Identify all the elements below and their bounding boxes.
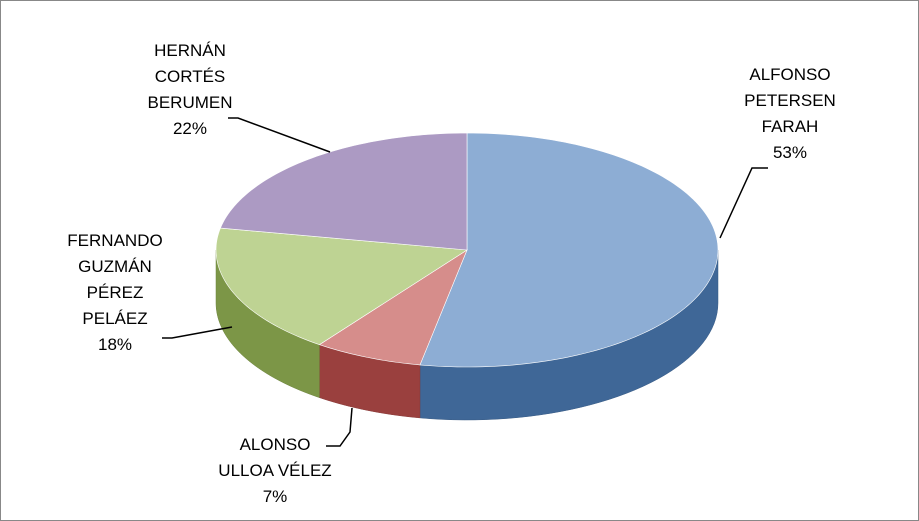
leader-line — [326, 407, 353, 447]
label-category: FERNANDO GUZMÁN PÉREZ PELÁEZ — [67, 231, 163, 328]
label-category: ALONSO ULLOA VÉLEZ — [218, 435, 332, 480]
label-category: ALFONSO PETERSEN FARAH — [744, 65, 836, 136]
data-label: FERNANDO GUZMÁN PÉREZ PELÁEZ 18% — [67, 228, 162, 358]
leader-line — [162, 326, 233, 339]
label-value: 7% — [262, 487, 288, 506]
label-value: 53% — [772, 143, 808, 162]
leaders — [162, 117, 768, 447]
label-value: 18% — [97, 335, 133, 354]
slice — [318, 249, 468, 366]
leader-line — [228, 117, 331, 153]
tops — [215, 132, 719, 368]
data-label: ALONSO ULLOA VÉLEZ 7% — [218, 432, 331, 510]
data-label: HERNÁN CORTÉS BERUMEN 22% — [147, 38, 232, 142]
slice — [419, 132, 719, 368]
leader-line — [719, 167, 768, 239]
slice — [215, 227, 468, 345]
label-category: HERNÁN CORTÉS BERUMEN — [147, 41, 233, 112]
data-label: ALFONSO PETERSEN FARAH 53% — [744, 62, 836, 166]
slice — [220, 132, 468, 251]
label-value: 22% — [172, 119, 208, 138]
